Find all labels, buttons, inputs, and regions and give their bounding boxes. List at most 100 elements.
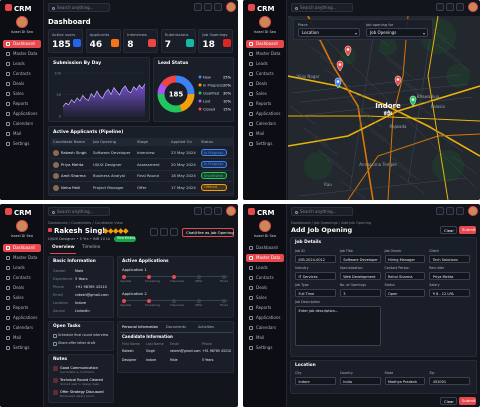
search-box[interactable]: Search anything... xyxy=(48,207,110,216)
nav-item[interactable]: Leads xyxy=(246,60,284,68)
topbar-icon[interactable] xyxy=(194,207,202,215)
input[interactable]: Priya Mehta xyxy=(429,272,470,280)
input[interactable]: Hiring Manager xyxy=(384,255,426,263)
nav-item[interactable]: Reports xyxy=(246,100,284,108)
input[interactable]: Open xyxy=(384,289,426,297)
topbar-icon[interactable] xyxy=(194,3,202,11)
form-button[interactable]: Submit xyxy=(459,397,476,405)
nav-item[interactable]: Deals xyxy=(246,80,284,88)
nav-item[interactable]: Sales xyxy=(3,90,41,98)
topbar-icon[interactable] xyxy=(436,3,444,11)
form-button[interactable]: Clear xyxy=(440,226,457,234)
topbar-icon[interactable] xyxy=(204,207,212,215)
nav-item[interactable]: Calendars xyxy=(3,324,41,332)
nav-item[interactable]: Mail xyxy=(3,130,41,138)
nav-item[interactable]: Mail xyxy=(246,130,284,138)
topbar-avatar[interactable] xyxy=(226,206,236,216)
topbar-icon[interactable] xyxy=(446,3,454,11)
nav-item[interactable]: Master Data xyxy=(246,254,284,262)
input[interactable]: 452001 xyxy=(429,377,470,385)
filter-dropdown[interactable]: Location xyxy=(298,28,360,37)
nav-item[interactable]: Applications xyxy=(3,314,41,322)
info-tab[interactable]: Personal Information xyxy=(122,325,159,329)
action-icon[interactable] xyxy=(150,228,158,236)
tab[interactable]: Overview xyxy=(52,245,75,250)
filter-dropdown[interactable]: Job Openings xyxy=(366,28,428,37)
nav-item[interactable]: Settings xyxy=(246,344,284,352)
nav-item[interactable]: Master Data xyxy=(246,50,284,58)
info-tab[interactable]: Documents xyxy=(166,325,186,329)
input[interactable]: Tech Solutions xyxy=(429,255,470,263)
action-button[interactable]: Chat/Hire as Job Opening xyxy=(182,228,234,237)
search-box[interactable]: Search anything... xyxy=(291,3,353,12)
nav-item[interactable]: Leads xyxy=(3,264,41,272)
topbar-avatar[interactable] xyxy=(468,206,478,216)
topbar-avatar[interactable] xyxy=(226,2,236,12)
topbar-icon[interactable] xyxy=(214,207,222,215)
nav-item[interactable]: Master Data xyxy=(3,254,41,262)
nav-item[interactable]: Applications xyxy=(246,110,284,118)
topbar-avatar[interactable] xyxy=(468,2,478,12)
form-button[interactable]: Clear xyxy=(440,397,457,405)
nav-item[interactable]: Calendars xyxy=(3,120,41,128)
nav-item[interactable]: Dashboard xyxy=(3,40,41,48)
topbar-icon[interactable] xyxy=(214,3,222,11)
nav-item[interactable]: Contacts xyxy=(3,274,41,282)
nav-item[interactable]: Contacts xyxy=(3,70,41,78)
nav-item[interactable]: Sales xyxy=(3,294,41,302)
input[interactable]: IT Services xyxy=(295,272,336,280)
topbar-icon[interactable] xyxy=(446,207,454,215)
input[interactable]: Enter job description... xyxy=(295,306,381,346)
nav-item[interactable]: Calendars xyxy=(246,324,284,332)
nav-item[interactable]: Contacts xyxy=(246,274,284,282)
nav-item[interactable]: Mail xyxy=(3,334,41,342)
input[interactable]: India xyxy=(339,377,381,385)
topbar-icon[interactable] xyxy=(456,207,464,215)
action-icon[interactable] xyxy=(170,228,178,236)
tab[interactable]: Timeline xyxy=(82,245,101,250)
input[interactable]: Full Time xyxy=(295,289,336,297)
nav-item[interactable]: Reports xyxy=(3,304,41,312)
nav-item[interactable]: Deals xyxy=(246,284,284,292)
input[interactable]: Rahul Sharma xyxy=(384,272,426,280)
input[interactable]: Madhya Pradesh xyxy=(384,377,426,385)
nav-item[interactable]: Applications xyxy=(246,314,284,322)
nav-item[interactable]: Reports xyxy=(3,100,41,108)
input[interactable]: Indore xyxy=(295,377,336,385)
task-check[interactable] xyxy=(53,334,57,338)
nav-item[interactable]: Settings xyxy=(3,344,41,352)
badge-bg xyxy=(114,236,136,242)
nav-item[interactable]: Applications xyxy=(3,110,41,118)
search-box[interactable]: Search anything... xyxy=(48,3,110,12)
nav-item[interactable]: Mail xyxy=(246,334,284,342)
input[interactable]: JOB-2024-0012 xyxy=(295,255,336,263)
task-check[interactable] xyxy=(53,342,57,346)
input[interactable]: Web Development xyxy=(339,272,381,280)
nav-item[interactable]: Deals xyxy=(3,80,41,88)
nav-item[interactable]: Settings xyxy=(3,140,41,148)
nav-item[interactable]: Reports xyxy=(246,304,284,312)
form-button[interactable]: Submit xyxy=(459,226,476,234)
nav-item[interactable]: Contacts xyxy=(246,70,284,78)
nav-item[interactable]: Master Data xyxy=(3,50,41,58)
input[interactable]: ₹ 8 - 12 LPA xyxy=(429,289,470,297)
nav-item[interactable]: Leads xyxy=(246,264,284,272)
topbar-icon[interactable] xyxy=(204,3,212,11)
nav-item[interactable]: Dashboard xyxy=(3,244,41,252)
input[interactable]: Software Developer xyxy=(339,255,381,263)
nav-item[interactable]: Sales xyxy=(246,90,284,98)
info-tab[interactable]: Activities xyxy=(198,325,214,329)
nav-item[interactable]: Deals xyxy=(3,284,41,292)
nav-item[interactable]: Dashboard xyxy=(246,244,284,252)
topbar-icon[interactable] xyxy=(436,207,444,215)
nav-item[interactable]: Calendars xyxy=(246,120,284,128)
action-icon[interactable] xyxy=(160,228,168,236)
nav-item[interactable]: Sales xyxy=(246,294,284,302)
nav-item[interactable]: Leads xyxy=(3,60,41,68)
input[interactable]: 3 xyxy=(339,289,381,297)
search-box[interactable]: Search anything... xyxy=(291,207,353,216)
topbar-icon[interactable] xyxy=(456,3,464,11)
nav-item[interactable]: Dashboard xyxy=(246,40,284,48)
nav-item[interactable]: Settings xyxy=(246,140,284,148)
